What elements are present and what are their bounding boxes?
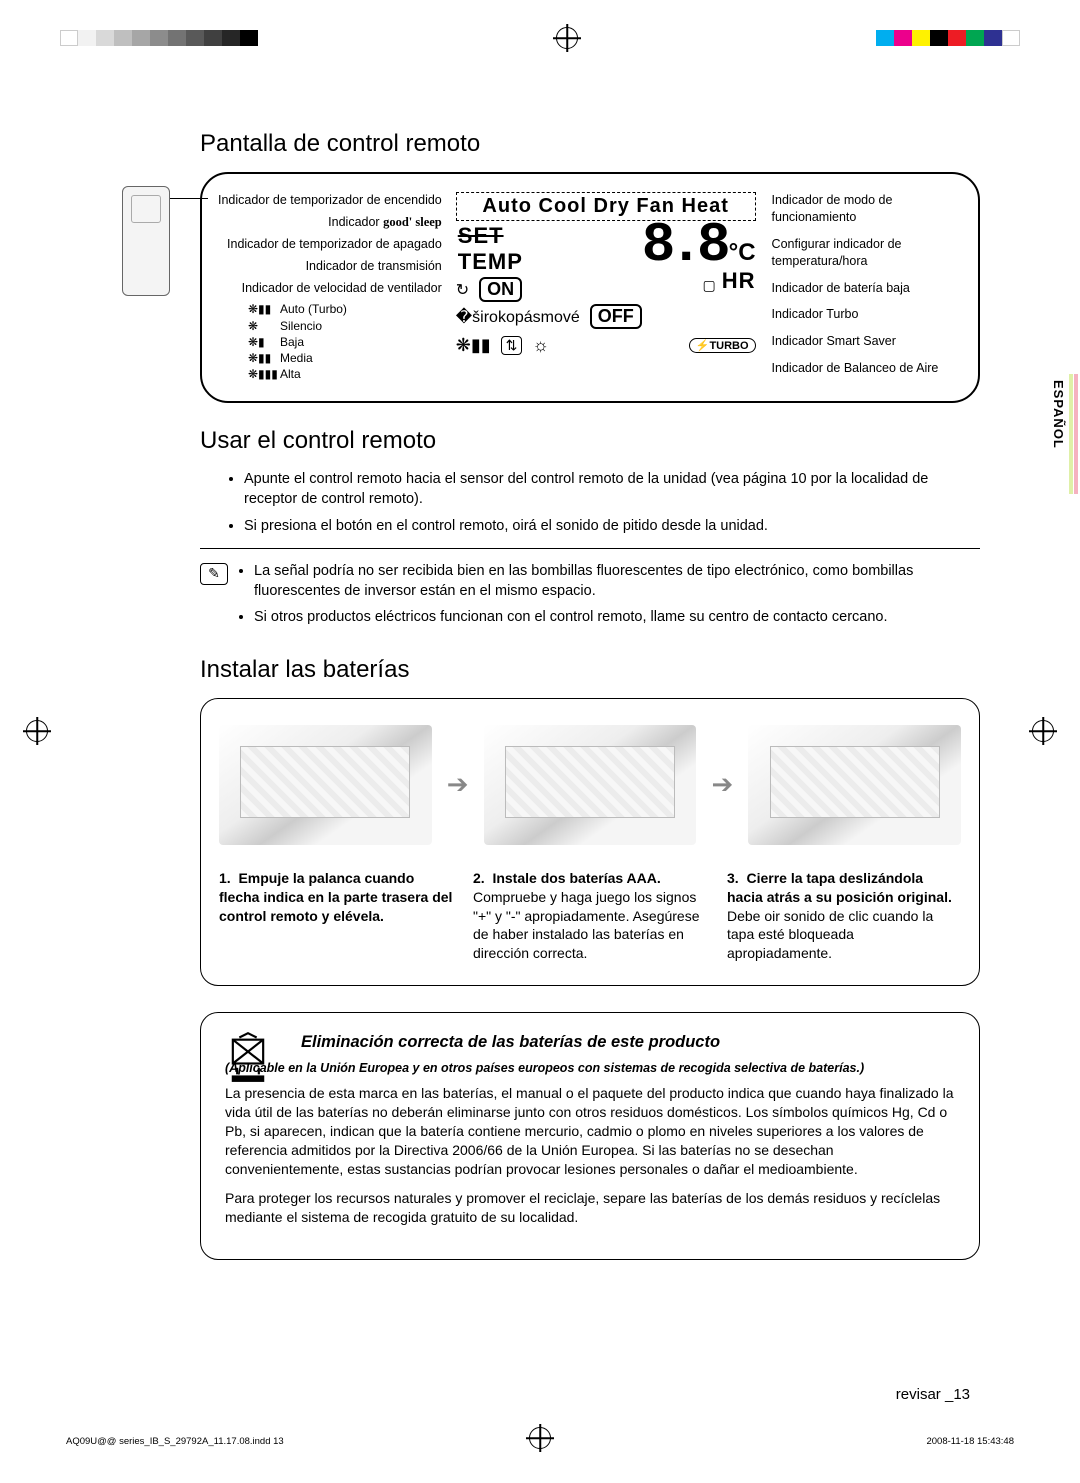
usage-note-1: La señal podría no ser recibida bien en … xyxy=(254,561,980,602)
callout-good-sleep: Indicador good' sleep xyxy=(218,214,442,231)
callout-transmit: Indicador de transmisión xyxy=(218,258,442,275)
registration-mark-right xyxy=(1032,720,1054,742)
battery-install-box: ➔ ➔ 1. Empuje la palanca cuando flecha i… xyxy=(200,698,980,986)
section-title-usage: Usar el control remoto xyxy=(200,427,980,455)
battery-step-3-image xyxy=(748,725,961,845)
remote-thumbnail xyxy=(122,186,170,296)
lcd-hr-label: HR xyxy=(722,268,756,294)
language-tab-label: ESPAÑOL xyxy=(1051,380,1066,449)
callout-mode: Indicador de modo de funcionamiento xyxy=(772,192,962,226)
disposal-subtitle: (Aplicable en la Unión Europea y en otro… xyxy=(225,1060,955,1076)
page-footer-file: AQ09U@@ series_IB_S_29792A_11.17.08.indd… xyxy=(66,1436,284,1447)
lcd-screen: Auto Cool Dry Fan Heat SET TEMP ↻ON �šir… xyxy=(456,192,756,387)
usage-note: ✎ La señal podría no ser recibida bien e… xyxy=(200,561,980,634)
callout-smart-saver: Indicador Smart Saver xyxy=(772,333,962,350)
smart-saver-icon: ☼ xyxy=(532,335,549,356)
callout-off-timer: Indicador de temporizador de apagado xyxy=(218,236,442,253)
note-icon: ✎ xyxy=(200,563,228,585)
disposal-box: Eliminación correcta de las baterías de … xyxy=(200,1012,980,1259)
language-tab: ESPAÑOL xyxy=(1050,374,1078,494)
remote-display-diagram: ESPAÑOL Indicador de temporizador de enc… xyxy=(200,172,980,403)
section-title-display: Pantalla de control remoto xyxy=(200,130,980,158)
lcd-off-label: OFF xyxy=(590,304,642,329)
battery-step-3: 3. Cierre la tapa deslizándola hacia atr… xyxy=(727,869,961,963)
battery-step-2-image xyxy=(484,725,697,845)
usage-bullets: Apunte el control remoto hacia el sensor… xyxy=(200,469,980,536)
arrow-icon: ➔ xyxy=(440,769,476,800)
battery-step-1-image xyxy=(219,725,432,845)
callouts-right: Indicador de modo de funcionamiento Conf… xyxy=(764,192,962,387)
battery-step-1: 1. Empuje la palanca cuando flecha indic… xyxy=(219,869,453,963)
lcd-digits: 8.8 xyxy=(642,213,729,277)
disposal-title: Eliminación correcta de las baterías de … xyxy=(301,1033,955,1052)
fan-speed-legend: ❋▮▮Auto (Turbo) ❋Silencio ❋▮Baja ❋▮▮Medi… xyxy=(218,301,442,382)
usage-bullet-1: Apunte el control remoto hacia el sensor… xyxy=(244,469,980,510)
battery-step-2: 2. Instale dos baterías AAA. Compruebe y… xyxy=(473,869,707,963)
callout-on-timer: Indicador de temporizador de encendido xyxy=(218,192,442,209)
registration-mark-left xyxy=(26,720,48,742)
page-footer-label: revisar _13 xyxy=(896,1386,970,1403)
usage-bullet-2: Si presiona el botón en el control remot… xyxy=(244,516,980,536)
printer-color-bar xyxy=(60,30,1020,46)
lcd-on-label: ON xyxy=(479,277,522,302)
weee-icon xyxy=(225,1031,271,1083)
fan-icon: ❋▮▮ xyxy=(456,335,491,356)
callout-fan-speed: Indicador de velocidad de ventilador xyxy=(218,280,442,297)
page-footer-date: 2008-11-18 15:43:48 xyxy=(926,1436,1014,1447)
callout-air-swing: Indicador de Balanceo de Aire xyxy=(772,360,962,377)
registration-mark-bottom xyxy=(529,1427,551,1449)
callout-set-temp: Configurar indicador de temperatura/hora xyxy=(772,236,962,270)
turbo-badge: ⚡TURBO xyxy=(689,338,756,353)
callout-turbo: Indicador Turbo xyxy=(772,306,962,323)
swing-icon: ⇅ xyxy=(501,336,523,355)
callouts-left: Indicador de temporizador de encendido I… xyxy=(218,192,448,387)
arrow-icon: ➔ xyxy=(704,769,740,800)
callout-low-batt: Indicador de batería baja xyxy=(772,280,962,297)
registration-mark-top xyxy=(556,27,578,49)
usage-note-2: Si otros productos eléctricos funcionan … xyxy=(254,607,980,627)
disposal-body: La presencia de esta marca en las baterí… xyxy=(225,1084,955,1226)
section-title-batteries: Instalar las baterías xyxy=(200,656,980,684)
